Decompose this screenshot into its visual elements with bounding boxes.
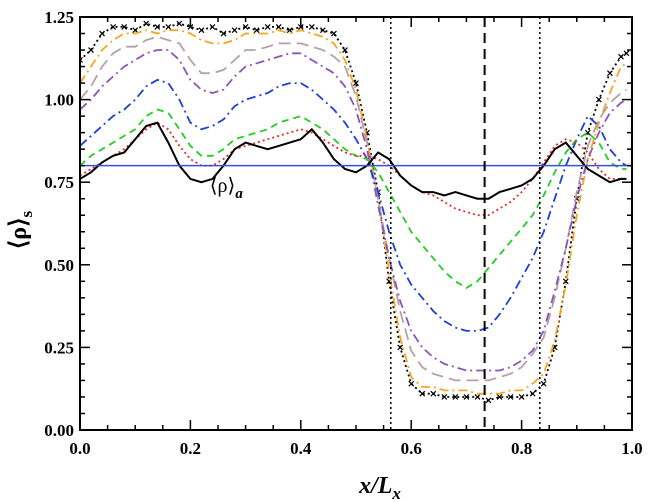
data-point-marker — [286, 27, 293, 34]
data-point-marker — [275, 23, 282, 30]
series-line-purple-dash-dot — [80, 49, 627, 372]
data-point-marker — [121, 23, 128, 30]
data-point-marker — [540, 380, 547, 387]
y-axis-title: ⟨ρ⟩s — [6, 211, 36, 250]
data-point-marker — [618, 53, 624, 60]
data-point-marker — [623, 50, 630, 57]
series-line-red-dotted — [80, 121, 627, 217]
data-point-marker — [353, 80, 359, 87]
annotation-symbol: ⟨ρ⟩ — [210, 175, 236, 197]
x-tick-label: 0.2 — [180, 439, 201, 458]
data-point-marker — [496, 394, 503, 400]
data-point-marker — [132, 27, 139, 34]
y-axis-title-subscript: s — [17, 211, 36, 218]
series-line-black-solid — [80, 121, 627, 200]
data-point-marker — [529, 390, 536, 397]
data-point-marker — [264, 23, 271, 30]
data-point-marker — [80, 57, 83, 63]
data-point-marker — [408, 380, 415, 387]
data-point-marker — [397, 344, 404, 351]
plot-frame — [79, 16, 633, 431]
data-point-marker — [319, 27, 326, 34]
x-tick-label: 0.8 — [511, 439, 532, 458]
x-tick-label: 0.6 — [401, 439, 422, 458]
x-axis-title: x/Lx — [358, 473, 401, 502]
data-point-marker — [330, 30, 337, 37]
data-point-marker — [143, 20, 150, 27]
y-tick-label: 0.25 — [44, 338, 74, 357]
y-axis-title-main: ⟨ρ⟩ — [6, 218, 32, 250]
data-point-marker — [154, 23, 161, 30]
data-point-marker — [253, 27, 260, 34]
data-point-marker — [220, 30, 227, 37]
y-tick-label: 0.00 — [44, 421, 74, 440]
data-point-marker — [110, 23, 117, 30]
data-point-marker — [231, 27, 238, 34]
y-tick-label: 0.50 — [44, 256, 74, 275]
series-line-blue-dash-dot — [80, 78, 627, 332]
average-density-annotation: ⟨ρ⟩a — [210, 175, 244, 202]
data-point-marker — [198, 27, 205, 34]
data-point-marker — [176, 20, 183, 27]
data-point-marker — [308, 23, 315, 30]
data-point-marker — [430, 390, 437, 397]
data-point-marker — [518, 394, 525, 400]
data-point-marker — [209, 23, 216, 30]
x-tick-label: 0.4 — [290, 439, 312, 458]
x-axis-title-main: x/L — [358, 473, 392, 499]
annotation-subscript: a — [235, 186, 243, 202]
data-point-marker — [88, 47, 94, 53]
data-point-marker — [452, 394, 459, 400]
x-axis-title-subscript: x — [391, 484, 401, 502]
data-point-marker — [474, 394, 481, 400]
series-layer — [80, 20, 630, 404]
data-point-marker — [606, 70, 613, 77]
data-point-marker — [562, 278, 569, 285]
data-point-marker — [485, 397, 492, 404]
x-tick-label: 0.0 — [69, 439, 90, 458]
data-point-marker — [441, 394, 448, 400]
data-point-marker — [342, 47, 348, 53]
series-line-orange-dash-dot — [80, 29, 627, 395]
x-tick-label: 1.0 — [621, 439, 642, 458]
data-point-marker — [419, 390, 426, 397]
data-point-marker — [463, 394, 470, 400]
data-point-marker — [99, 30, 106, 37]
data-point-marker — [595, 96, 602, 103]
series-line-gray-long-dash — [80, 35, 627, 382]
axis-ticks: 0.0 0.2 0.4 0.6 0.8 1.0 0.00 0.25 0.50 0.75 1.00 1.… — [44, 8, 642, 458]
y-tick-label: 1.00 — [44, 91, 74, 110]
data-point-marker — [242, 23, 249, 30]
y-tick-label: 1.25 — [44, 8, 74, 27]
data-point-marker — [165, 23, 172, 30]
y-tick-label: 0.75 — [44, 173, 74, 192]
reference-lines — [80, 17, 632, 430]
series-line-green-dashed — [80, 108, 627, 289]
data-point-marker — [507, 394, 514, 400]
